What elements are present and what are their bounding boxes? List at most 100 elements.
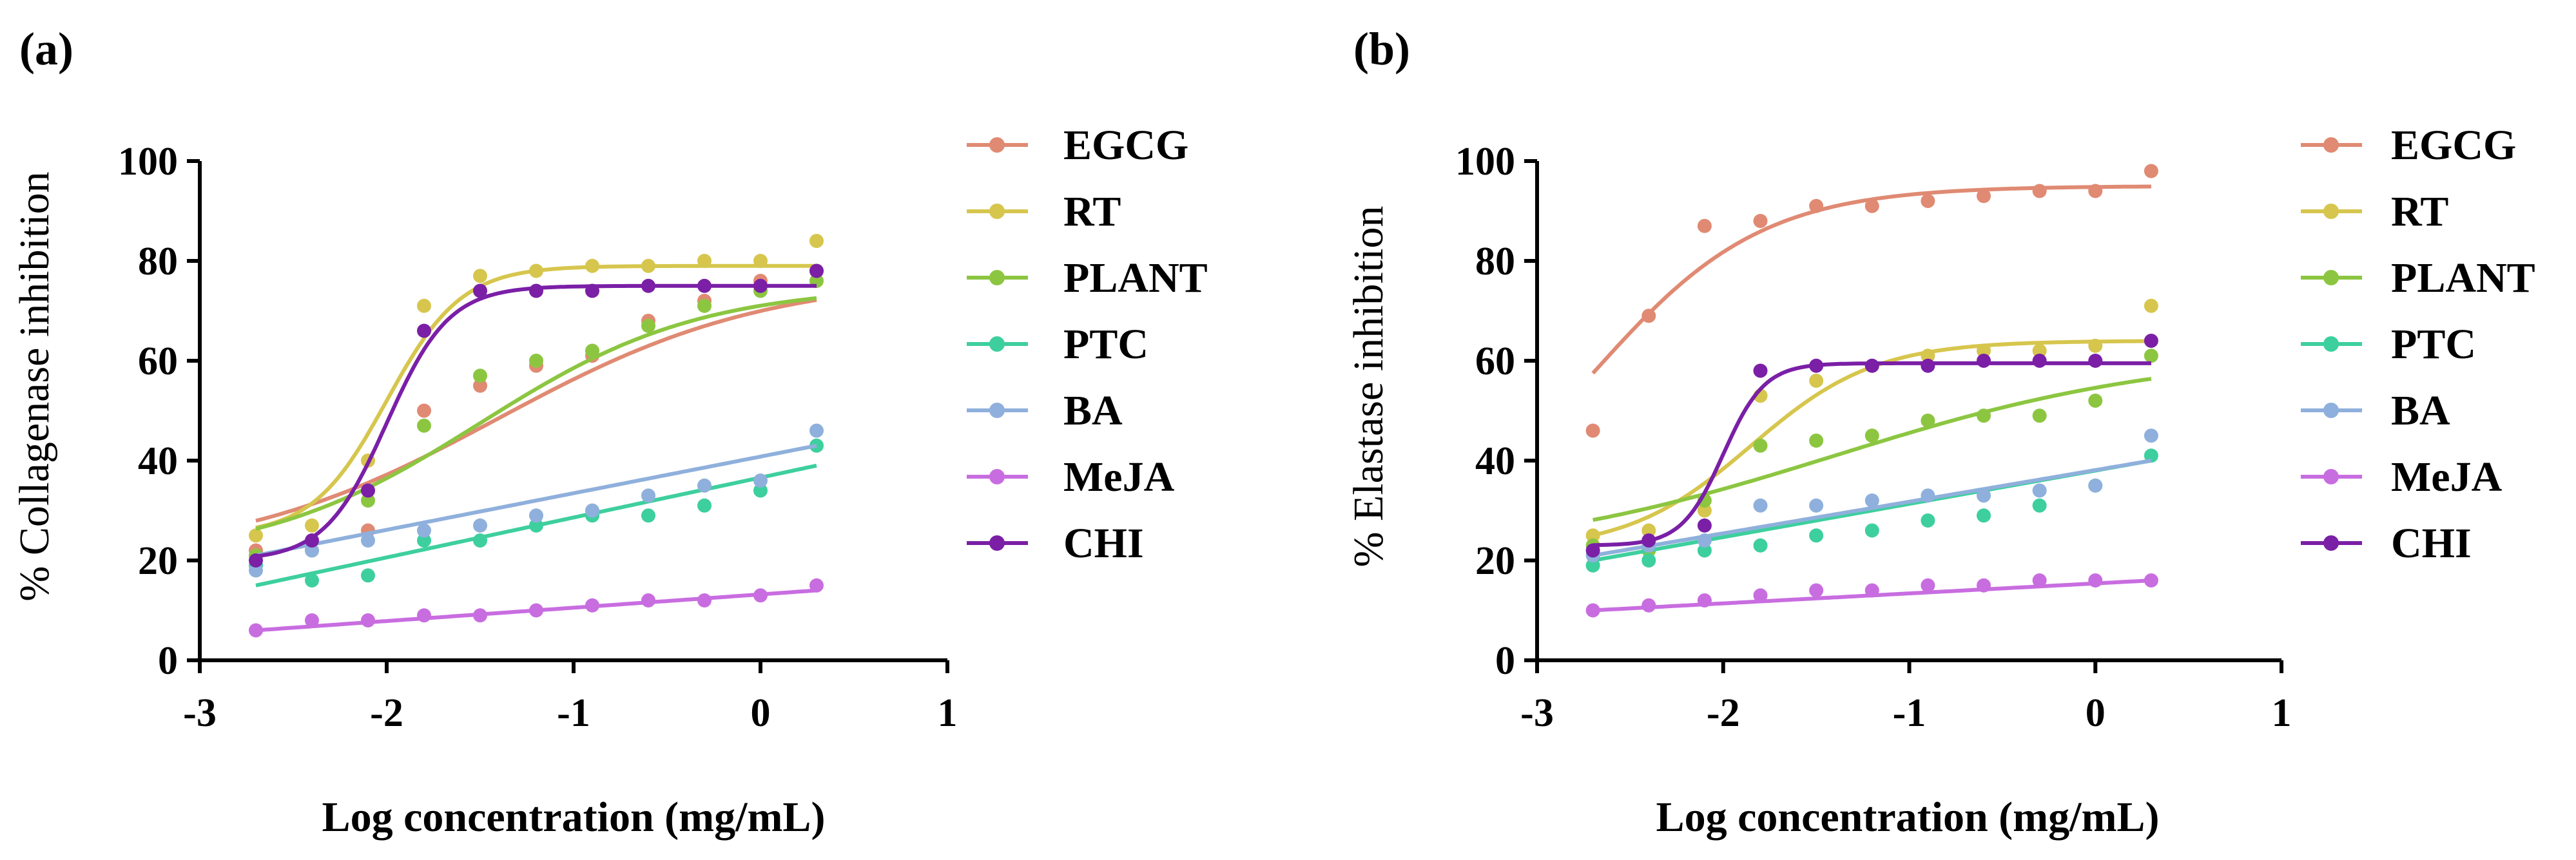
data-point xyxy=(1641,533,1656,548)
data-point xyxy=(473,378,487,393)
legend: EGCG RT PLANT PTC BA MeJA CHI xyxy=(967,122,1208,567)
legend-swatch-marker xyxy=(989,204,1005,219)
data-point xyxy=(641,278,655,293)
data-point xyxy=(1641,523,1656,538)
data-point xyxy=(1921,488,1935,503)
series-chi xyxy=(249,263,824,568)
y-tick-label: 80 xyxy=(138,240,178,283)
legend-item: EGCG xyxy=(967,122,1188,169)
legend-label: MeJA xyxy=(2391,454,2503,501)
data-point xyxy=(1864,583,1879,598)
data-point xyxy=(1753,438,1768,453)
data-point xyxy=(2032,184,2047,198)
data-point xyxy=(641,488,655,503)
legend-label: PLANT xyxy=(2391,254,2535,301)
data-point xyxy=(2144,298,2158,313)
x-tick-label: -1 xyxy=(1893,691,1926,735)
data-point xyxy=(305,543,319,558)
data-point xyxy=(1864,523,1879,538)
legend-swatch-marker xyxy=(989,137,1005,153)
x-tick-label: -3 xyxy=(1520,691,1554,735)
data-point xyxy=(2032,483,2047,498)
y-tick-label: 40 xyxy=(1475,439,1515,483)
x-tick-label: -2 xyxy=(1707,691,1740,735)
legend-label: EGCG xyxy=(1063,122,1188,169)
data-point xyxy=(697,498,712,513)
x-tick-label: -2 xyxy=(370,691,403,735)
data-point xyxy=(1977,408,1991,423)
panel-label: (b) xyxy=(1353,23,1410,75)
fit-curve xyxy=(1591,184,2151,375)
x-tick-label: 1 xyxy=(2272,691,2292,735)
data-point xyxy=(361,533,375,548)
data-point xyxy=(1921,358,1935,373)
data-point xyxy=(641,508,655,523)
series-ba xyxy=(1585,428,2158,563)
data-point xyxy=(1641,598,1656,613)
y-tick-label: 100 xyxy=(1455,140,1515,184)
legend-swatch-marker xyxy=(2323,204,2339,219)
series-rt xyxy=(249,234,824,543)
legend-item: MeJA xyxy=(2301,454,2503,501)
series-meja xyxy=(249,578,824,638)
data-point xyxy=(1977,578,1991,593)
legend-swatch-marker xyxy=(2323,137,2339,153)
data-point xyxy=(1809,528,1824,543)
data-point xyxy=(1809,358,1824,373)
data-point xyxy=(809,234,824,248)
data-point xyxy=(1809,374,1824,388)
legend-label: RT xyxy=(1063,188,1121,235)
data-point xyxy=(361,568,375,583)
data-point xyxy=(473,533,487,548)
data-point xyxy=(1864,198,1879,213)
x-tick-label: 0 xyxy=(751,691,771,735)
data-point xyxy=(585,283,599,298)
data-point xyxy=(1697,533,1712,548)
data-point xyxy=(1921,194,1935,208)
data-point xyxy=(305,613,319,627)
fit-curve xyxy=(255,443,817,558)
data-point xyxy=(1977,354,1991,368)
legend-swatch-marker xyxy=(989,336,1005,352)
data-point xyxy=(809,263,824,278)
data-point xyxy=(1697,593,1712,607)
data-point xyxy=(2088,184,2103,198)
data-point xyxy=(249,623,263,638)
data-point xyxy=(473,608,487,623)
data-point xyxy=(1585,528,1600,543)
panel-a: (a) % Collagenase inhibition Log concent… xyxy=(11,23,1208,841)
data-point xyxy=(1977,189,1991,204)
x-axis-title: Log concentration (mg/mL) xyxy=(1656,794,2160,841)
data-point xyxy=(417,523,431,538)
series-meja xyxy=(1585,573,2158,618)
x-tick-label: 1 xyxy=(938,691,958,735)
y-axis-title: % Collagenase inhibition xyxy=(11,171,58,601)
legend-label: PTC xyxy=(2391,321,2476,368)
data-point xyxy=(529,518,543,533)
series-plant xyxy=(1585,349,2158,558)
data-point xyxy=(1641,553,1656,568)
data-point xyxy=(697,478,712,493)
series-egcg xyxy=(1585,164,2158,438)
data-point xyxy=(1921,349,1935,363)
data-point xyxy=(1641,309,1656,323)
data-point xyxy=(1864,358,1879,373)
data-point xyxy=(1977,343,1991,358)
fit-curve xyxy=(255,298,817,523)
legend-label: BA xyxy=(2391,387,2450,434)
data-point xyxy=(753,483,768,498)
data-point xyxy=(2032,573,2047,588)
legend-swatch-marker xyxy=(2323,469,2339,484)
legend-swatch-marker xyxy=(989,270,1005,285)
legend-item: EGCG xyxy=(2301,122,2516,169)
data-point xyxy=(697,593,712,607)
data-point xyxy=(1809,198,1824,213)
fit-curve xyxy=(1593,459,2152,558)
data-point xyxy=(417,418,431,433)
x-tick-label: -3 xyxy=(183,691,217,735)
data-point xyxy=(2088,573,2103,588)
data-point xyxy=(473,283,487,298)
legend-item: BA xyxy=(967,387,1123,434)
y-axis-title: % Elastase inhibition xyxy=(1345,206,1392,568)
fit-curve xyxy=(1593,377,2152,522)
